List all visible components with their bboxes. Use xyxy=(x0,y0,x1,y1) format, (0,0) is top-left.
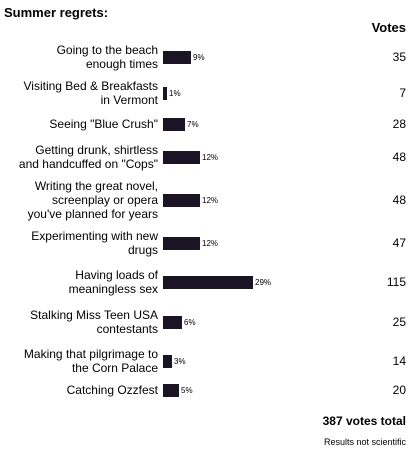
poll-option-label: Getting drunk, shirtless and handcuffed o… xyxy=(0,143,158,171)
poll-percent-label: 12% xyxy=(202,153,219,162)
poll-bar xyxy=(163,118,185,131)
poll-vote-count: 7 xyxy=(399,86,406,100)
poll-option-label-line: drugs xyxy=(127,243,158,257)
poll-option-label-line: Getting drunk, shirtless xyxy=(35,143,158,157)
poll-bar xyxy=(163,355,172,368)
poll-bar xyxy=(163,51,191,64)
poll-option-label: Going to the beach enough times xyxy=(0,43,158,71)
poll-percent-label: 3% xyxy=(174,357,186,366)
poll-option-label-line: Writing the great novel, xyxy=(34,179,158,193)
poll-vote-count: 25 xyxy=(392,315,406,329)
poll-vote-count: 115 xyxy=(386,275,406,289)
poll-option-label: Having loads of meaningless sex xyxy=(0,268,158,296)
poll-option-label: Experimenting with new drugs xyxy=(0,229,158,257)
poll-percent-label: 12% xyxy=(202,196,219,205)
poll-option-label-line: meaningless sex xyxy=(68,282,158,296)
poll-bar xyxy=(163,276,253,289)
poll-percent-label: 7% xyxy=(187,120,199,129)
votes-column-header: Votes xyxy=(371,20,406,35)
poll-option-label-line: and handcuffed on "Cops" xyxy=(18,157,158,171)
poll-option-label-line: in Vermont xyxy=(100,93,158,107)
poll-vote-count: 47 xyxy=(392,236,406,250)
poll-title: Summer regrets: xyxy=(4,5,109,20)
poll-option-label-line: Going to the beach xyxy=(56,43,158,57)
poll-option-label-line: Stalking Miss Teen USA xyxy=(30,308,158,322)
poll-option-label-line: Visiting Bed & Breakfasts xyxy=(23,79,158,93)
poll-percent-label: 6% xyxy=(184,318,196,327)
poll-option-label: Stalking Miss Teen USA contestants xyxy=(0,308,158,336)
poll-option-label-line: Making that pilgrimage to xyxy=(23,347,158,361)
poll-option-label-line: contestants xyxy=(96,322,158,336)
poll-option-label-line: Experimenting with new xyxy=(31,229,158,243)
poll-option-label: Seeing "Blue Crush" xyxy=(0,117,158,131)
poll-bar xyxy=(163,384,179,397)
total-votes: 387 votes total xyxy=(322,414,406,428)
poll-percent-label: 5% xyxy=(181,386,193,395)
poll-option-label: Writing the great novel, screenplay or op… xyxy=(0,179,158,221)
poll-vote-count: 48 xyxy=(392,193,406,207)
poll-vote-count: 48 xyxy=(392,150,406,164)
poll-bar xyxy=(163,87,167,100)
poll-vote-count: 14 xyxy=(392,354,406,368)
poll-option-label-line: Having loads of xyxy=(75,268,158,282)
poll-option-label-line: you've planned for years xyxy=(27,207,158,221)
poll-option-label-line: Catching Ozzfest xyxy=(66,383,158,397)
poll-bar xyxy=(163,316,182,329)
poll-vote-count: 28 xyxy=(392,117,406,131)
poll-option-label: Making that pilgrimage to the Corn Palace xyxy=(0,347,158,375)
poll-option-label-line: the Corn Palace xyxy=(71,361,158,375)
poll-vote-count: 20 xyxy=(392,383,406,397)
poll-option-label-line: Seeing "Blue Crush" xyxy=(49,117,158,131)
poll-percent-label: 1% xyxy=(169,89,181,98)
poll-vote-count: 35 xyxy=(392,50,406,64)
poll-bar xyxy=(163,151,200,164)
poll-option-label: Visiting Bed & Breakfasts in Vermont xyxy=(0,79,158,107)
poll-option-label-line: screenplay or opera xyxy=(51,193,158,207)
poll-option-label: Catching Ozzfest xyxy=(0,383,158,397)
disclaimer-note: Results not scientific xyxy=(323,437,406,447)
poll-percent-label: 29% xyxy=(255,278,272,287)
poll-bar xyxy=(163,237,200,250)
poll-percent-label: 9% xyxy=(193,53,205,62)
poll-option-label-line: enough times xyxy=(85,57,158,71)
poll-bar xyxy=(163,194,200,207)
poll-percent-label: 12% xyxy=(202,239,219,248)
